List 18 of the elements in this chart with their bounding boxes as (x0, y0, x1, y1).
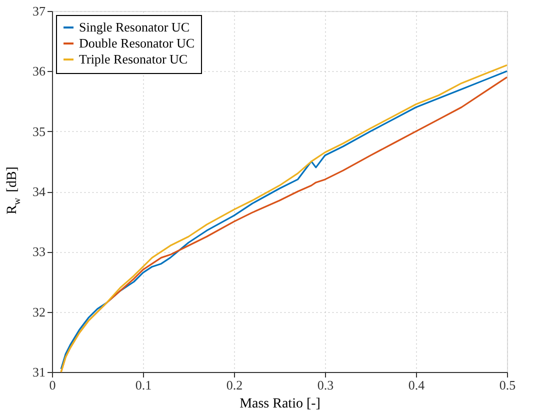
y-tick-label: 32 (32, 304, 46, 320)
y-tick-label: 31 (32, 364, 46, 380)
x-tick-label: 0 (49, 378, 56, 392)
legend-label: Single Resonator UC (79, 20, 190, 34)
legend-label: Double Resonator UC (79, 36, 195, 50)
x-tick-label: 0.3 (317, 378, 334, 392)
x-tick-label: 0.4 (408, 378, 426, 392)
x-axis-title: Mass Ratio [-] (240, 396, 320, 412)
y-tick-label: 33 (32, 244, 46, 260)
x-tick-label: 0.2 (226, 378, 243, 392)
y-tick-label: 36 (32, 64, 46, 79)
x-tick-label: 0.1 (135, 378, 152, 392)
y-axis-title: Rw [dB] (5, 166, 23, 214)
y-tick-label: 37 (32, 4, 46, 18)
y-tick-label: 35 (32, 124, 46, 139)
legend-label: Triple Resonator UC (79, 52, 188, 66)
y-tick-label: 34 (32, 184, 46, 199)
x-tick-label: 0.5 (499, 378, 516, 392)
